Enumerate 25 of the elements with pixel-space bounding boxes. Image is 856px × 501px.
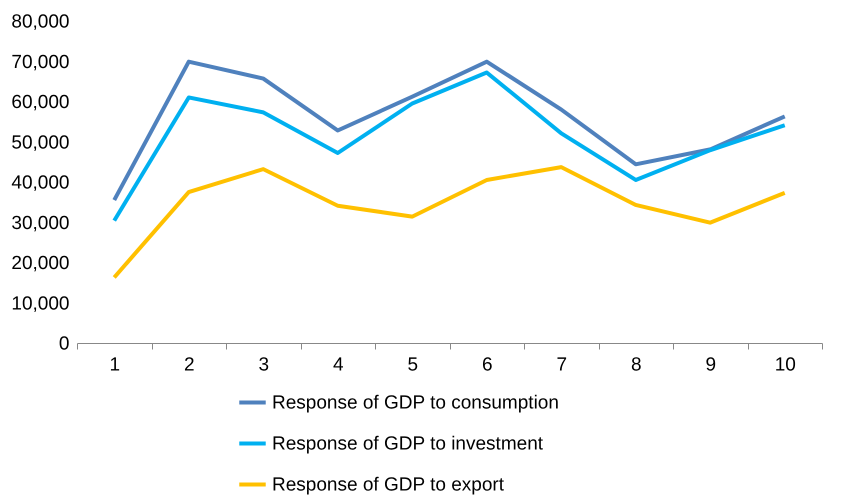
legend-label: Response of GDP to investment — [272, 434, 544, 454]
x-tick-label: 2 — [184, 354, 195, 376]
legend-label: Response of GDP to export — [272, 474, 505, 496]
x-tick-label: 6 — [482, 354, 493, 376]
y-tick-label: 50,000 — [11, 132, 70, 154]
y-tick-label: 60,000 — [11, 92, 70, 113]
y-tick-label: 0 — [58, 334, 70, 354]
x-tick-label: 1 — [109, 354, 120, 376]
y-tick-label: 70,000 — [11, 52, 70, 73]
line-series — [112, 70, 787, 223]
x-tick-label: 5 — [407, 354, 418, 376]
x-tick-label: 10 — [774, 354, 796, 376]
y-tick-label: 40,000 — [11, 172, 70, 194]
legend-label: Response of GDP to consumption — [272, 392, 559, 414]
line-series — [112, 165, 787, 280]
x-tick-label: 9 — [705, 354, 716, 376]
line-series — [112, 60, 787, 202]
y-tick-label: 10,000 — [11, 293, 70, 314]
x-tick-label: 8 — [630, 354, 642, 376]
y-tick-label: 20,000 — [11, 253, 70, 274]
x-tick-label: 3 — [258, 354, 270, 376]
y-tick-label: 30,000 — [11, 212, 70, 234]
x-tick-label: 7 — [556, 354, 568, 376]
y-tick-label: 80,000 — [11, 12, 70, 32]
x-tick-label: 4 — [332, 354, 344, 376]
